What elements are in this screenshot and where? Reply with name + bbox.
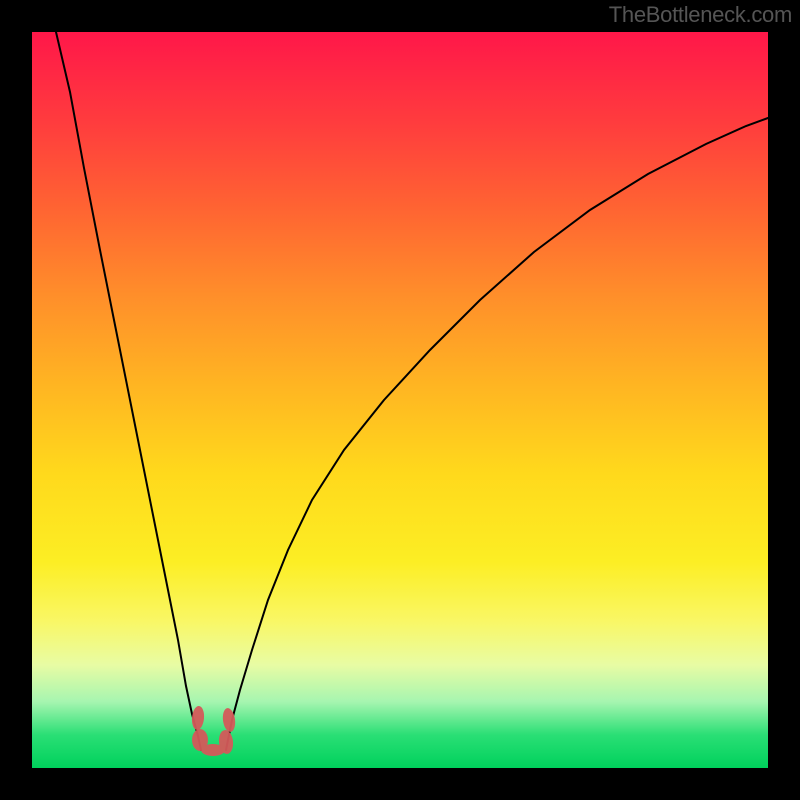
plot-area — [32, 32, 768, 768]
bottleneck-chart — [0, 0, 800, 800]
chart-stage: TheBottleneck.com — [0, 0, 800, 800]
